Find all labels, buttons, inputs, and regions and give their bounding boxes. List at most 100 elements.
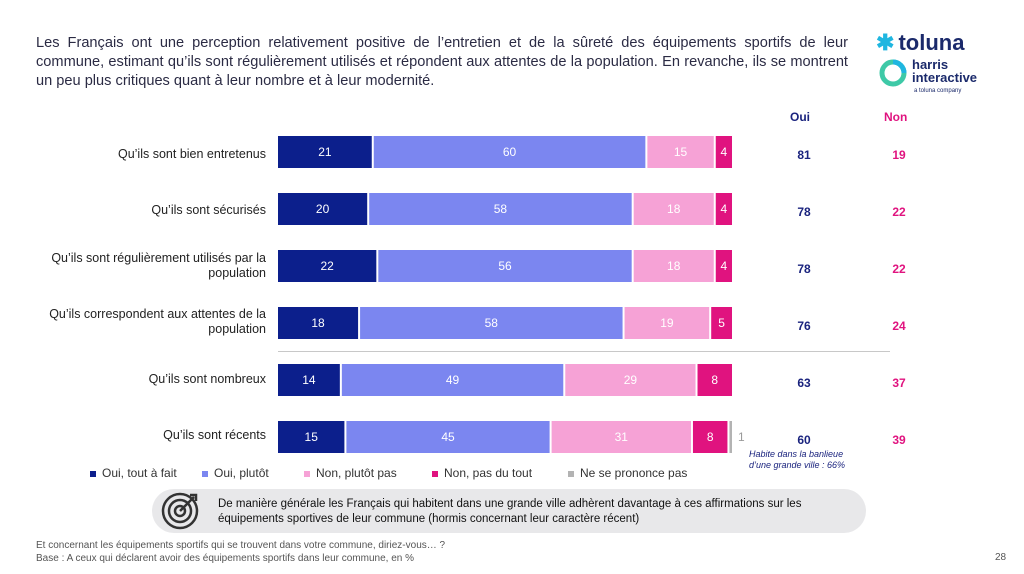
bar-oui-plutot bbox=[369, 193, 632, 225]
section-divider bbox=[278, 351, 890, 352]
bar-non-plutot-pas bbox=[565, 364, 696, 396]
footer-question: Et concernant les équipements sportifs q… bbox=[36, 540, 446, 551]
bar-non-pas-du-tout bbox=[715, 193, 732, 225]
header-oui: Oui bbox=[790, 110, 810, 124]
bar-value-label: 8 bbox=[711, 373, 718, 387]
oui-total: 63 bbox=[797, 376, 811, 390]
toluna-harris-logo: ✱ toluna harris interactive a toluna comp… bbox=[876, 30, 996, 100]
page-number: 28 bbox=[995, 552, 1007, 563]
non-total: 22 bbox=[892, 262, 906, 276]
bar-oui-plutot bbox=[341, 364, 564, 396]
bar-value-label: 58 bbox=[494, 202, 508, 216]
bar-value-label: 14 bbox=[302, 373, 316, 387]
bar-value-label: 18 bbox=[667, 202, 681, 216]
bar-oui-plutot bbox=[373, 136, 646, 168]
bar-non-plutot-pas bbox=[647, 136, 714, 168]
bar-oui-tout-a-fait bbox=[278, 250, 377, 282]
logo-subtitle: a toluna company bbox=[914, 88, 962, 94]
legend-label: Oui, plutôt bbox=[214, 466, 269, 480]
bar-oui-tout-a-fait bbox=[278, 193, 368, 225]
oui-total: 78 bbox=[797, 205, 811, 219]
bar-non-plutot-pas bbox=[624, 307, 710, 339]
row-label: Qu’ils sont récents bbox=[163, 428, 266, 442]
bar-value-label: 29 bbox=[624, 373, 638, 387]
bar-oui-tout-a-fait bbox=[278, 421, 345, 453]
bar-non-plutot-pas bbox=[633, 250, 714, 282]
toluna-wordmark: ✱ toluna bbox=[876, 30, 964, 56]
legend-item: Non, pas du tout bbox=[432, 466, 532, 480]
non-total: 39 bbox=[892, 433, 906, 447]
bar-value-label: 22 bbox=[320, 259, 334, 273]
suburb-note: Habite dans la banlieue d’une grande vil… bbox=[749, 449, 845, 471]
bar-value-label: 20 bbox=[316, 202, 330, 216]
bar-non-plutot-pas bbox=[551, 421, 691, 453]
bar-oui-tout-a-fait bbox=[278, 136, 372, 168]
bar-non-pas-du-tout bbox=[715, 136, 732, 168]
bar-value-label: 21 bbox=[318, 145, 332, 159]
bar-value-label: 45 bbox=[441, 430, 455, 444]
legend-swatch bbox=[568, 470, 574, 477]
non-total: 19 bbox=[892, 148, 906, 162]
non-total: 24 bbox=[892, 319, 906, 333]
oui-total: 81 bbox=[797, 148, 811, 162]
bar-oui-tout-a-fait bbox=[278, 364, 340, 396]
row-label: Qu’ils sont sécurisés bbox=[151, 203, 266, 217]
bar-value-label: 8 bbox=[707, 430, 714, 444]
bar-non-plutot-pas bbox=[633, 193, 714, 225]
legend-item: Oui, plutôt bbox=[202, 466, 269, 480]
bar-oui-plutot bbox=[378, 250, 632, 282]
oui-total: 60 bbox=[797, 433, 811, 447]
legend-swatch bbox=[90, 470, 96, 477]
oui-total: 76 bbox=[797, 319, 811, 333]
legend-item: Non, plutôt pas bbox=[304, 466, 397, 480]
bar-oui-plutot bbox=[360, 307, 623, 339]
bar-value-label: 31 bbox=[615, 430, 629, 444]
bar-value-label: 1 bbox=[738, 430, 745, 444]
suburb-note-line1: Habite dans la banlieue bbox=[749, 449, 844, 459]
suburb-note-line2: d’une grande ville : 66% bbox=[749, 460, 846, 470]
bar-non-pas-du-tout bbox=[697, 364, 732, 396]
legend-item: Oui, tout à fait bbox=[90, 466, 177, 480]
bar-non-pas-du-tout bbox=[711, 307, 732, 339]
intro-text: Les Français ont une perception relative… bbox=[36, 35, 848, 89]
bar-ne-se-prononce-pas bbox=[729, 421, 732, 453]
harris-circle-icon bbox=[879, 59, 907, 87]
row-label: Qu’ils sont régulièrement utilisés par l… bbox=[51, 251, 266, 280]
bar-value-label: 58 bbox=[485, 316, 499, 330]
non-total: 22 bbox=[892, 205, 906, 219]
bar-value-label: 4 bbox=[721, 259, 728, 273]
bar-value-label: 56 bbox=[498, 259, 512, 273]
bar-value-label: 4 bbox=[721, 202, 728, 216]
bar-value-label: 5 bbox=[718, 316, 725, 330]
legend-label: Non, plutôt pas bbox=[316, 466, 397, 480]
bar-value-label: 18 bbox=[311, 316, 325, 330]
bar-value-label: 15 bbox=[305, 430, 319, 444]
non-total: 37 bbox=[892, 376, 906, 390]
toluna-brand: toluna bbox=[898, 30, 965, 55]
harris-wordmark: harris interactive bbox=[912, 57, 978, 85]
legend-label: Non, pas du tout bbox=[444, 466, 533, 480]
callout-text: De manière générale les Français qui hab… bbox=[218, 498, 802, 525]
bar-value-label: 60 bbox=[503, 145, 517, 159]
bar-value-label: 4 bbox=[721, 145, 728, 159]
callout-box bbox=[152, 489, 866, 533]
legend-swatch bbox=[202, 470, 208, 477]
row-label: Qu’ils sont bien entretenus bbox=[117, 147, 266, 161]
footer-base: Base : A ceux qui déclarent avoir des éq… bbox=[36, 553, 414, 564]
header-non: Non bbox=[884, 110, 908, 124]
bar-value-label: 19 bbox=[660, 316, 674, 330]
bar-value-label: 18 bbox=[667, 259, 681, 273]
asterisk-icon: ✱ bbox=[876, 30, 895, 55]
bar-non-pas-du-tout bbox=[715, 250, 732, 282]
oui-total: 78 bbox=[797, 262, 811, 276]
bar-value-label: 49 bbox=[446, 373, 460, 387]
row-label: Qu’ils correspondent aux attentes de la … bbox=[49, 307, 266, 336]
row-label: Qu’ils sont nombreux bbox=[148, 372, 266, 386]
legend-label: Ne se prononce pas bbox=[580, 466, 688, 480]
target-icon bbox=[161, 492, 199, 530]
legend-swatch bbox=[432, 470, 438, 477]
bar-value-label: 15 bbox=[674, 145, 688, 159]
legend-swatch bbox=[304, 470, 310, 477]
legend-item: Ne se prononce pas bbox=[568, 466, 687, 480]
